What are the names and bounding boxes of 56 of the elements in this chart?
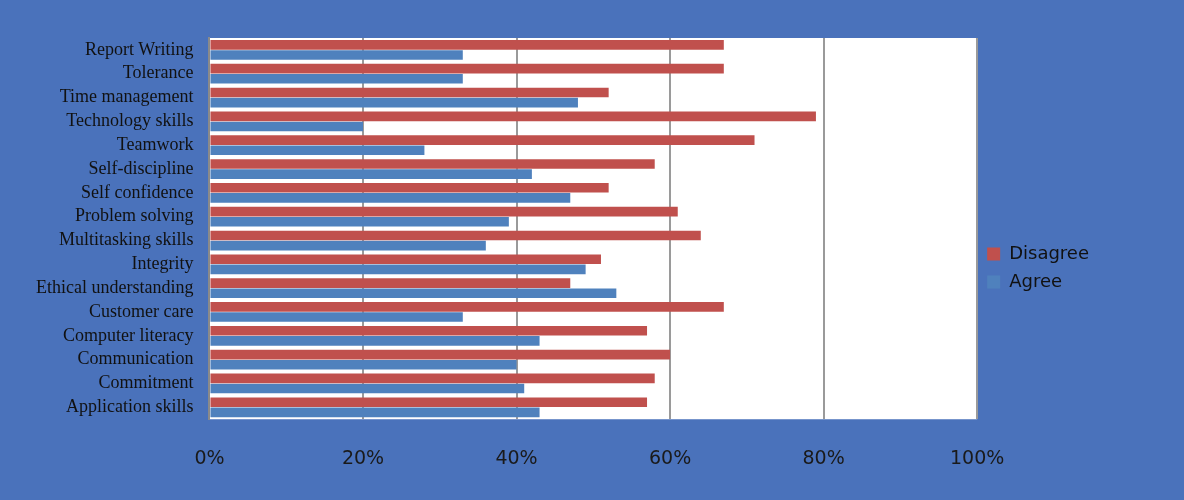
y-tick-label: Commitment bbox=[98, 372, 194, 393]
y-tick-label: Communication bbox=[77, 348, 194, 369]
y-tick-label: Self-discipline bbox=[88, 157, 194, 178]
y-tick-label: Self confidence bbox=[81, 181, 194, 202]
bar bbox=[210, 336, 540, 346]
bar bbox=[210, 240, 486, 251]
y-tick-label: Application skills bbox=[65, 396, 194, 417]
bar bbox=[210, 63, 724, 74]
x-tick-label: 40% bbox=[495, 445, 538, 468]
x-tick-label: 20% bbox=[341, 445, 385, 468]
bar bbox=[210, 50, 463, 60]
bar bbox=[210, 145, 425, 156]
x-tick-label: 0% bbox=[194, 445, 225, 468]
bar bbox=[210, 182, 609, 193]
bar bbox=[210, 302, 724, 312]
y-tick-label: Time management bbox=[59, 86, 194, 107]
bar bbox=[210, 383, 525, 394]
bar bbox=[210, 325, 648, 336]
bar bbox=[210, 97, 578, 108]
bar bbox=[210, 312, 463, 322]
bar bbox=[210, 349, 671, 360]
bar bbox=[210, 264, 586, 275]
bar bbox=[210, 288, 617, 299]
y-tick-label: Problem solving bbox=[74, 205, 194, 226]
bar bbox=[210, 230, 701, 241]
legend-label: Agree bbox=[1009, 269, 1063, 291]
bar bbox=[210, 407, 540, 418]
legend-label: Disagree bbox=[1009, 241, 1090, 263]
bar bbox=[210, 254, 601, 265]
bar bbox=[210, 193, 571, 203]
bar bbox=[210, 135, 755, 145]
y-tick-label: Computer literacy bbox=[62, 324, 194, 345]
bar bbox=[210, 216, 509, 227]
bar bbox=[210, 73, 463, 84]
bar bbox=[210, 359, 517, 370]
bar bbox=[210, 206, 678, 217]
bar bbox=[210, 373, 655, 384]
bar bbox=[210, 397, 648, 408]
y-tick-label: Tolerance bbox=[122, 62, 194, 83]
y-tick-label: Teamwork bbox=[116, 133, 194, 154]
x-tick-label: 100% bbox=[949, 445, 1005, 468]
bar bbox=[210, 121, 363, 132]
y-tick-label: Technology skills bbox=[66, 110, 194, 131]
bar bbox=[210, 169, 532, 179]
x-tick-label: 60% bbox=[648, 445, 692, 468]
y-tick-label: Integrity bbox=[131, 253, 194, 274]
bar bbox=[210, 111, 816, 122]
y-tick-label: Ethical understanding bbox=[35, 276, 194, 297]
x-tick-label: 80% bbox=[802, 445, 845, 468]
bar bbox=[210, 87, 609, 98]
bar bbox=[210, 159, 655, 169]
bar bbox=[210, 40, 724, 50]
bar bbox=[210, 278, 571, 288]
y-tick-label: Multitasking skills bbox=[58, 229, 194, 250]
y-tick-label: Report Writing bbox=[85, 38, 194, 59]
y-tick-label: Customer care bbox=[88, 300, 194, 321]
